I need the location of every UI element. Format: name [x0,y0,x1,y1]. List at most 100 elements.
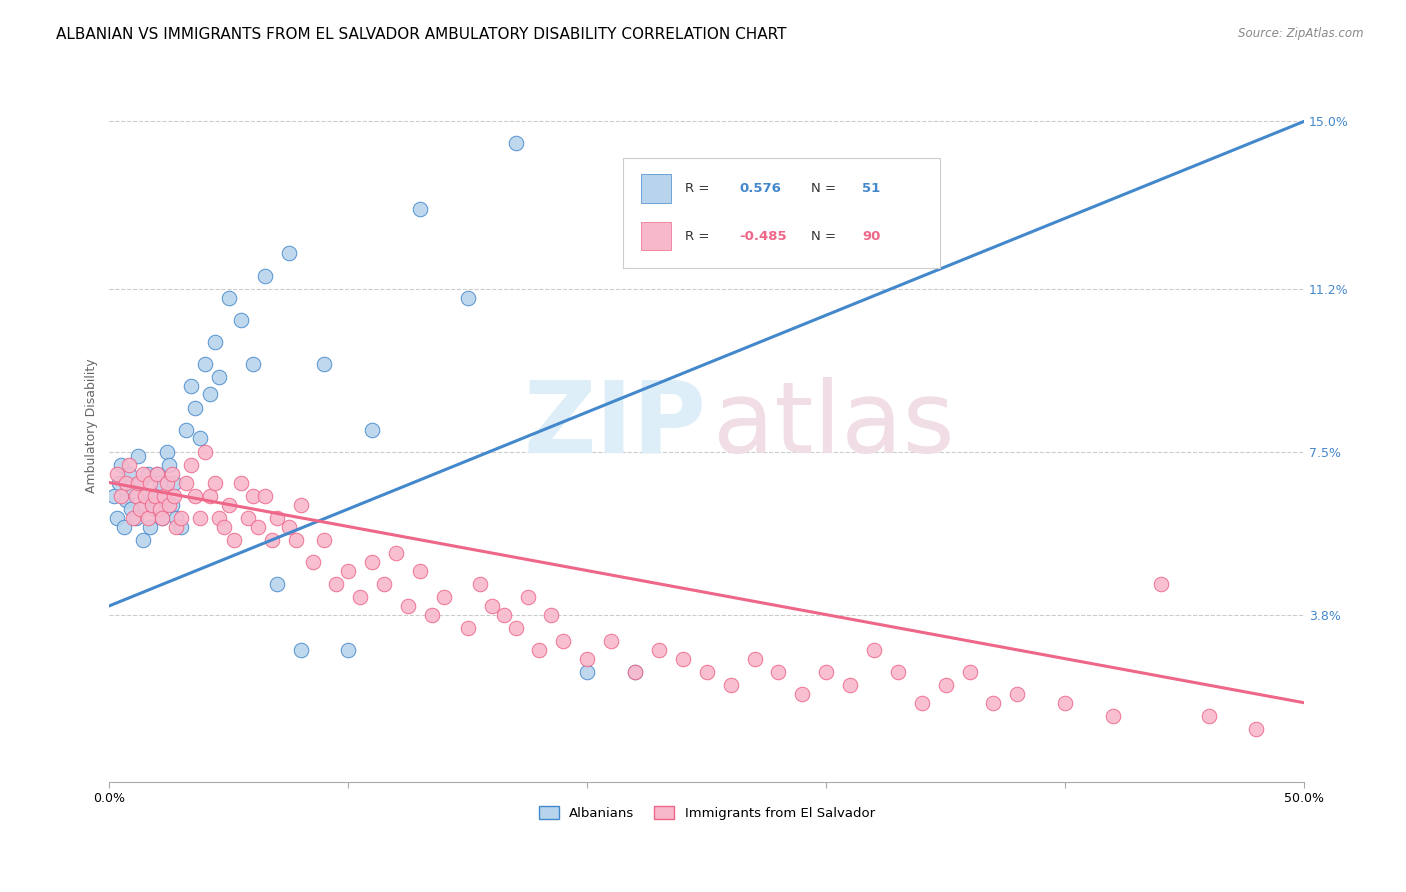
Point [132,533,155,547]
Point [198,387,221,401]
Text: R =: R = [685,229,714,243]
Point [744,651,766,665]
Point [194,357,217,371]
Point [174,475,197,490]
Legend: Albanians, Immigrants from El Salvador: Albanians, Immigrants from El Salvador [533,801,880,825]
Point [277,519,299,533]
Point [146,467,169,481]
Point [457,621,479,635]
Point [983,696,1005,710]
Point [218,498,240,512]
Point [242,357,264,371]
Text: N =: N = [811,182,839,194]
Text: ZIP: ZIP [524,376,707,474]
Point [505,621,527,635]
Point [141,489,163,503]
Point [149,502,172,516]
Point [198,489,221,503]
Point [959,665,981,679]
Point [1102,709,1125,723]
Text: 51: 51 [862,182,880,194]
Point [301,555,323,569]
Text: atlas: atlas [713,376,955,474]
Point [481,599,503,613]
Point [146,467,169,481]
Point [409,202,432,217]
Point [136,510,159,524]
Point [134,498,156,512]
Point [108,475,131,490]
Point [180,378,202,392]
Point [229,475,252,490]
Point [149,475,172,490]
Point [290,643,312,657]
Point [277,246,299,260]
Point [253,268,276,283]
Point [1150,576,1173,591]
Point [361,423,384,437]
Text: R =: R = [685,182,714,194]
Point [337,564,360,578]
Point [433,590,456,604]
Point [420,607,443,622]
Point [505,136,527,151]
Text: 90: 90 [862,229,880,243]
Point [110,458,132,472]
Point [112,519,135,533]
Point [911,696,934,710]
Point [768,665,790,679]
Point [122,484,145,499]
Point [208,510,231,524]
Point [624,665,647,679]
Point [132,467,155,481]
Point [120,502,142,516]
Point [129,502,152,516]
Point [212,519,235,533]
Point [325,576,347,591]
Point [396,599,419,613]
Point [648,643,671,657]
Point [229,312,252,326]
Point [576,651,599,665]
Point [253,489,276,503]
Point [103,489,125,503]
Point [492,607,515,622]
FancyBboxPatch shape [623,158,939,268]
Point [468,576,491,591]
Point [160,467,183,481]
Point [129,475,152,490]
Point [373,576,395,591]
Point [863,643,886,657]
Point [134,489,156,503]
Point [139,475,162,490]
Point [266,576,288,591]
Point [672,651,695,665]
Bar [641,174,671,202]
Point [180,458,202,472]
Point [266,510,288,524]
Point [174,423,197,437]
Point [153,489,176,503]
Point [516,590,538,604]
Point [361,555,384,569]
Bar [641,222,671,251]
Point [540,607,562,622]
Point [553,634,575,648]
Point [127,475,149,490]
Point [887,665,910,679]
Point [792,687,814,701]
Point [136,467,159,481]
Point [115,493,138,508]
Point [194,444,217,458]
Text: N =: N = [811,229,839,243]
Point [242,489,264,503]
Point [188,510,211,524]
Point [157,458,180,472]
Point [204,475,226,490]
Point [188,432,211,446]
Point [457,291,479,305]
Point [163,475,186,490]
Point [117,458,139,472]
Point [143,502,166,516]
Point [165,519,187,533]
